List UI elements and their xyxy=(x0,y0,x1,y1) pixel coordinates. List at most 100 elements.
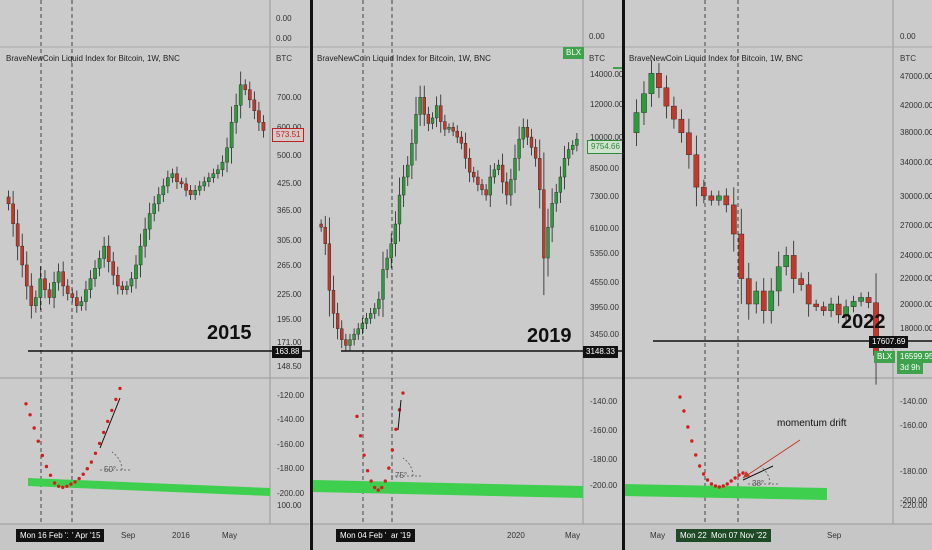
candle xyxy=(723,195,730,206)
candle xyxy=(708,195,715,201)
chart-svg-2015[interactable]: 700.00 600.00 500.00 425.00 365.00 305.00 265.… xyxy=(0,0,310,550)
oscillator-dot xyxy=(690,439,694,443)
candle xyxy=(480,184,484,190)
candle xyxy=(156,194,161,205)
price-axis-label: 7300.00 xyxy=(590,192,619,201)
candle xyxy=(261,122,266,131)
oscillator-axis-label: -180.00 xyxy=(277,464,305,473)
candle xyxy=(783,255,790,267)
oscillator-dot xyxy=(694,453,698,457)
candle xyxy=(648,73,655,94)
price-axis-label: 8500.00 xyxy=(590,164,619,173)
oscillator-dot xyxy=(709,482,714,486)
oscillator-dot xyxy=(118,386,122,391)
candle xyxy=(364,318,369,324)
candle xyxy=(111,261,116,276)
candle xyxy=(125,285,129,290)
price-axis-label: 30000.00 xyxy=(900,192,932,201)
candle xyxy=(798,278,804,285)
candle xyxy=(56,271,61,283)
chart-title: BraveNewCoin Liquid Index for Bitcoin, 1… xyxy=(317,54,491,63)
candle xyxy=(558,176,563,193)
candle xyxy=(38,278,43,298)
price-axis-label: 171.00 xyxy=(277,338,302,347)
currency-label: BTC xyxy=(589,54,605,63)
candle xyxy=(29,285,34,306)
candle xyxy=(459,136,464,144)
candle xyxy=(451,127,455,132)
candle xyxy=(348,339,352,346)
date-marker-tag: Mon 16 Feb '15 xyxy=(16,529,80,542)
oscillator-dot xyxy=(729,479,733,483)
candle xyxy=(418,97,422,115)
x-axis-label: May xyxy=(650,531,666,540)
price-axis-label: 24000.00 xyxy=(900,251,932,260)
candle xyxy=(65,285,70,294)
price-axis-label: 18000.00 xyxy=(900,324,932,333)
oscillator-axis-label: -220.00 xyxy=(900,501,928,510)
oscillator-dot xyxy=(93,451,98,455)
chart-panel-2022[interactable]: 47000.00 42000.00 38000.00 34000.00 30000.00… xyxy=(625,0,932,550)
oscillator-dot xyxy=(28,413,32,417)
date-marker-tag: ar '19 xyxy=(387,529,415,542)
price-axis-label: 10000.00 xyxy=(590,133,622,142)
oscillator-dot xyxy=(383,479,388,483)
candle xyxy=(775,266,782,292)
candle xyxy=(220,161,225,170)
x-axis-label: May xyxy=(222,531,238,540)
index-tag: BLX xyxy=(563,47,585,59)
oscillator-dot xyxy=(61,485,65,490)
oscillator-dot xyxy=(89,460,94,464)
chart-panel-2019[interactable]: 14000.00 12000.00 10000.00 8500.00 7300.00 61… xyxy=(313,0,622,550)
candle xyxy=(439,105,443,122)
candle xyxy=(335,313,340,329)
candle xyxy=(656,73,662,88)
candle xyxy=(179,181,184,185)
angle-label: 75° xyxy=(395,471,407,480)
price-axis-label: 700.00 xyxy=(277,93,302,102)
chart-svg-2019[interactable]: 14000.00 12000.00 10000.00 8500.00 7300.00 61… xyxy=(313,0,622,550)
candle xyxy=(768,290,775,311)
oscillator-axis-label: -160.00 xyxy=(590,426,618,435)
candle xyxy=(52,282,56,298)
oscillator-dot xyxy=(36,439,40,443)
price-axis-label: 5350.00 xyxy=(590,249,619,258)
candle xyxy=(641,93,647,113)
candle xyxy=(229,122,234,149)
chart-title: BraveNewCoin Liquid Index for Bitcoin, 1… xyxy=(629,54,803,63)
candle xyxy=(373,308,377,314)
price-axis-label: 20000.00 xyxy=(900,300,932,309)
angle-arc xyxy=(759,465,771,485)
price-axis-label: 3950.00 xyxy=(590,303,619,312)
oscillator-dot xyxy=(97,441,102,446)
oscillator-dot xyxy=(81,472,85,476)
oscillator-dot xyxy=(365,469,370,473)
candle xyxy=(120,285,125,290)
candle xyxy=(414,114,418,144)
oscillator-dot xyxy=(678,395,682,399)
currency-label: BTC xyxy=(900,54,916,63)
oscillator-axis-label: -200.00 xyxy=(277,489,305,498)
chart-svg-2022[interactable]: 47000.00 42000.00 38000.00 34000.00 30000.00… xyxy=(625,0,932,550)
candle xyxy=(760,290,767,311)
candle xyxy=(257,110,261,123)
time-axis-strip xyxy=(625,524,932,550)
x-axis-label: May xyxy=(565,531,581,540)
candle xyxy=(496,164,501,170)
candle xyxy=(216,169,220,174)
candle xyxy=(678,118,685,134)
price-axis-label: 47000.00 xyxy=(900,72,932,81)
candle xyxy=(858,297,864,302)
oscillator-dot xyxy=(110,408,114,413)
candle xyxy=(671,105,677,120)
oscillator-dot xyxy=(77,476,81,481)
candle xyxy=(106,245,111,262)
candle xyxy=(509,179,513,196)
candle xyxy=(70,293,75,298)
chart-panel-2015[interactable]: 700.00 600.00 500.00 425.00 365.00 305.00 265.… xyxy=(0,0,310,550)
candle xyxy=(406,164,410,178)
candle xyxy=(805,284,812,305)
trend-line xyxy=(742,465,774,481)
candle xyxy=(193,190,197,195)
oscillator-dot xyxy=(52,481,57,485)
